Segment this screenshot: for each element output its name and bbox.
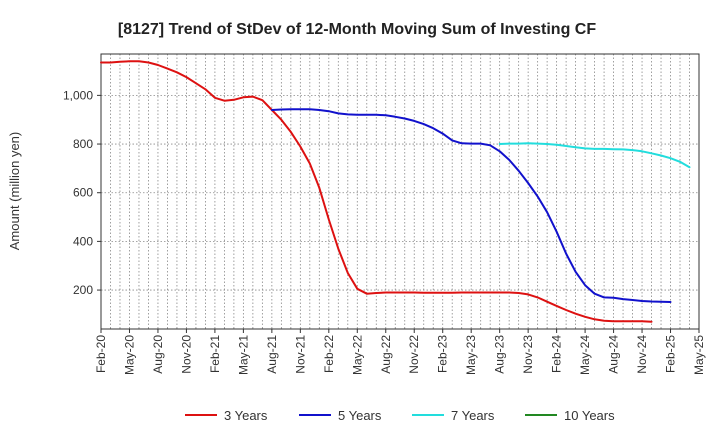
x-tick-label: Aug-22 [379,335,393,374]
legend-label-3-years: 3 Years [224,408,268,423]
plot-frame [100,53,700,330]
x-tick-label: Nov-21 [293,335,307,374]
x-tick-label: Aug-21 [265,335,279,374]
x-tick-label: Aug-20 [151,335,165,374]
legend-label-10-years: 10 Years [564,408,615,423]
y-tick-label: 200 [73,283,93,297]
y-tick-label: 400 [73,234,93,248]
x-tick-label: May-23 [464,335,478,375]
x-tick-label: Feb-23 [436,335,450,373]
x-tick-label: Nov-22 [407,335,421,374]
x-axis-ticks: Feb-20 May-20 Aug-20 Nov-20 Feb-21 May-21 Aug-… [94,329,706,375]
x-tick-label: Feb-25 [664,335,678,373]
legend-label-7-years: 7 Years [451,408,495,423]
x-tick-label: Aug-24 [607,335,621,374]
legend: 3 Years 5 Years 7 Years 10 Years [185,408,615,423]
y-axis-ticks: 200 400 600 800 1,000 [63,88,101,297]
grid [101,54,699,329]
x-tick-label: Nov-24 [635,335,649,374]
x-tick-label: May-25 [692,335,706,375]
chart-title: [8127] Trend of StDev of 12-Month Moving… [118,21,596,38]
x-tick-label: May-20 [122,335,136,375]
series-line-5-years [270,108,672,303]
series-line-7-years [498,142,691,169]
x-tick-label: Feb-20 [94,335,108,373]
x-tick-label: May-24 [578,335,592,375]
y-axis-label: Amount (million yen) [7,132,22,251]
y-tick-label: 800 [73,137,93,151]
x-tick-label: Aug-23 [493,335,507,374]
x-tick-label: Feb-22 [322,335,336,373]
series-lines [100,60,691,323]
y-tick-label: 600 [73,186,93,200]
x-tick-label: Feb-24 [550,335,564,373]
y-tick-label: 1,000 [63,88,93,102]
x-tick-label: May-22 [350,335,364,375]
x-tick-label: Nov-23 [521,335,535,374]
legend-label-5-years: 5 Years [338,408,382,423]
x-tick-label: May-21 [236,335,250,375]
x-tick-label: Nov-20 [179,335,193,374]
x-tick-label: Feb-21 [208,335,222,373]
series-line-3-years [100,60,653,323]
